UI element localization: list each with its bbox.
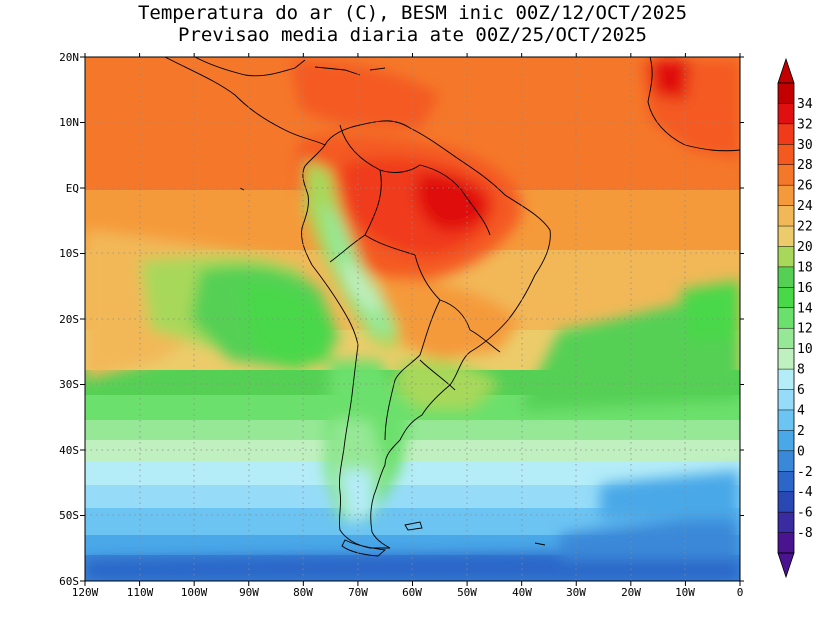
lon-label: 40W xyxy=(512,586,532,599)
colorbar-label: 30 xyxy=(797,138,813,153)
lon-label: 60W xyxy=(402,586,422,599)
colorbar-label: 8 xyxy=(797,363,805,378)
lon-label: 50W xyxy=(457,586,477,599)
colorbar-label: 2 xyxy=(797,424,805,439)
colorbar-segment xyxy=(778,409,794,431)
graticule xyxy=(85,57,740,581)
colorbar-extend-max xyxy=(777,57,795,84)
lon-label: 100W xyxy=(181,586,208,599)
lon-label: 20W xyxy=(621,586,641,599)
latitude-labels: 20N 10N EQ 10S 20S 30S 40S 50S 60S xyxy=(59,51,79,588)
lon-label: 30W xyxy=(566,586,586,599)
colorbar-segment xyxy=(778,369,794,390)
title-line-1: Temperatura do ar (C), BESM inic 00Z/12/… xyxy=(137,2,688,24)
colorbar-segment xyxy=(778,287,794,309)
lat-label: 20S xyxy=(59,313,79,326)
coastlines xyxy=(164,57,740,557)
colorbar-label: 22 xyxy=(797,220,813,235)
colorbar-segment xyxy=(778,471,794,492)
lon-label: 120W xyxy=(72,586,99,599)
colorbar-segment xyxy=(778,450,794,472)
colorbar-segment xyxy=(778,123,794,145)
colorbar-label: 16 xyxy=(797,281,813,296)
figure-title: Temperatura do ar (C), BESM inic 00Z/12/… xyxy=(0,2,825,46)
lat-label: 30S xyxy=(59,378,79,391)
colorbar-label: 28 xyxy=(797,158,813,173)
colorbar-label: 14 xyxy=(797,301,813,316)
longitude-labels: 120W 110W 100W 90W 80W 70W 60W 50W 40W 3… xyxy=(72,586,744,599)
lon-label: 80W xyxy=(293,586,313,599)
colorbar-label: 18 xyxy=(797,260,813,275)
colorbar-segment xyxy=(778,226,794,247)
colorbar-extend-min xyxy=(777,552,795,579)
colorbar-label: 20 xyxy=(797,240,813,255)
lon-label: 0 xyxy=(737,586,744,599)
colorbar-segment xyxy=(778,491,794,513)
lon-label: 70W xyxy=(348,586,368,599)
lon-label: 110W xyxy=(127,586,154,599)
colorbar-segment xyxy=(778,164,794,186)
colorbar-label: -8 xyxy=(797,526,813,541)
colorbar-label: 34 xyxy=(797,97,813,112)
lon-label: 90W xyxy=(239,586,259,599)
colorbar-segment xyxy=(778,246,794,268)
colorbar-label: -2 xyxy=(797,465,813,480)
lat-label: 10S xyxy=(59,247,79,260)
colorbar xyxy=(777,57,795,579)
lat-label: 10N xyxy=(59,116,79,129)
colorbar-segment xyxy=(778,532,794,554)
colorbar-segment xyxy=(778,430,794,452)
colorbar-segment xyxy=(778,348,794,370)
title-line-2: Previsao media diaria ate 00Z/25/OCT/202… xyxy=(178,24,647,46)
colorbar-segment xyxy=(778,328,794,349)
lat-label: EQ xyxy=(66,182,79,195)
colorbar-label: 32 xyxy=(797,117,813,132)
colorbar-segment xyxy=(778,83,794,104)
colorbar-label: 10 xyxy=(797,342,813,357)
colorbar-segment xyxy=(778,185,794,206)
colorbar-label: -6 xyxy=(797,506,813,521)
colorbar-segment xyxy=(778,389,794,411)
lat-label: 50S xyxy=(59,509,79,522)
colorbar-segment xyxy=(778,103,794,125)
colorbar-label: 6 xyxy=(797,383,805,398)
colorbar-label: 24 xyxy=(797,199,813,214)
colorbar-segment xyxy=(778,307,794,329)
colorbar-label: 26 xyxy=(797,179,813,194)
colorbar-label: 0 xyxy=(797,444,805,459)
colorbar-label: 4 xyxy=(797,403,805,418)
colorbar-segment xyxy=(778,512,794,533)
colorbar-segment xyxy=(778,266,794,288)
colorbar-segment xyxy=(778,205,794,227)
axis-ticks xyxy=(80,53,744,586)
lat-label: 60S xyxy=(59,575,79,588)
colorbar-frame xyxy=(777,82,795,554)
lat-label: 20N xyxy=(59,51,79,64)
colorbar-label: 12 xyxy=(797,322,813,337)
lat-label: 40S xyxy=(59,444,79,457)
lon-label: 10W xyxy=(675,586,695,599)
colorbar-label: -4 xyxy=(797,485,813,500)
colorbar-segment xyxy=(778,144,794,166)
